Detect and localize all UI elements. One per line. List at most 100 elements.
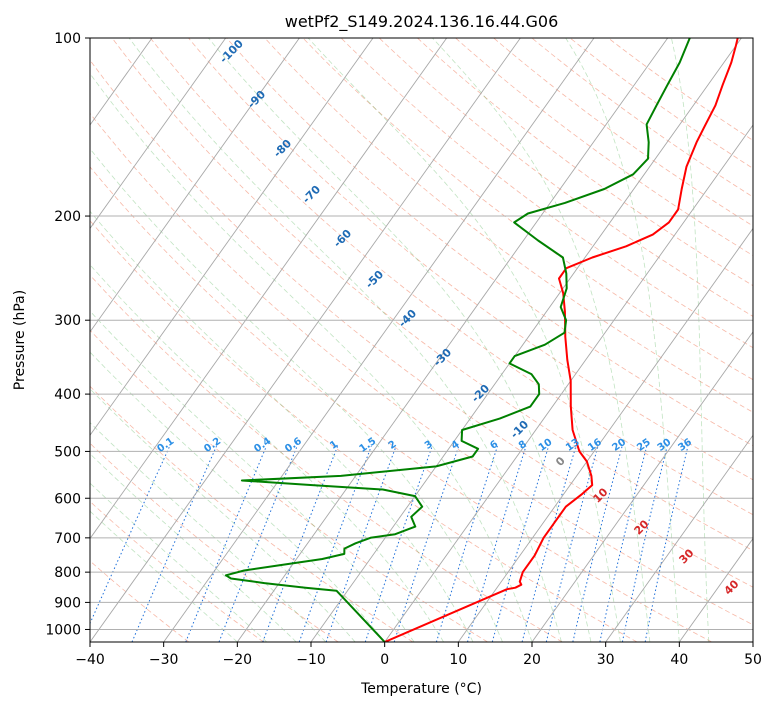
temperature-profile [384,38,739,642]
mixing-ratio-line [185,446,267,642]
moist-adiabat-line [208,38,592,642]
dry-adiabat-label: -10 [508,418,531,441]
dry-adiabat-line [417,38,753,287]
moist-adiabat-line [90,388,356,642]
plot-frame [89,37,754,643]
dry-adiabat-line [264,38,753,413]
moist-adiabat-line [90,310,415,642]
dry-adiabat-line [149,38,753,516]
isotherm-line [310,38,742,642]
x-tick-label: −20 [223,652,253,668]
y-tick-label: 500 [54,444,81,460]
moist-adiabat-label: 0 [553,454,568,469]
moist-adiabat-label: 10 [591,485,611,505]
y-tick-label: 700 [54,531,81,547]
mixing-ratio-line [644,446,689,642]
mixing-ratio-line [572,446,623,642]
x-tick-label: −30 [149,652,179,668]
mixing-ratio-line [393,446,460,642]
y-tick-label: 900 [54,595,81,611]
y-tick-label: 300 [54,313,81,329]
isotherm-line [0,38,5,642]
mixing-ratio-line [262,446,339,642]
mixing-ratio-line [90,445,171,625]
dry-adiabat-line [302,38,753,381]
moist-adiabat-label: 40 [722,577,742,597]
isotherm-line [678,537,753,642]
isotherm-line [457,227,753,642]
mixing-ratio-label: 0.1 [155,436,176,455]
x-axis-label: Temperature (°C) [360,681,482,697]
dry-adiabat-line [90,329,488,642]
dry-adiabat-line [90,166,712,642]
dry-adiabat-line [607,38,753,141]
moist-adiabat-line [90,482,268,642]
x-tick-label: 40 [670,652,688,668]
isotherm-line [163,38,595,642]
dry-adiabat-line [90,274,563,642]
mixing-ratio-line [298,446,372,642]
moist-adiabat-line [671,38,710,642]
moist-adiabat-line [90,453,297,642]
mixing-ratio-line [491,446,550,642]
y-tick-label: 200 [54,209,81,225]
mixing-ratio-line [621,446,668,642]
x-tick-label: 10 [449,652,467,668]
y-tick-label: 800 [54,565,81,581]
dry-adiabat-line [90,500,264,642]
mixing-ratio-label: 4 [449,439,461,452]
x-tick-label: −40 [75,652,105,668]
moist-adiabat-line [90,210,474,642]
mixing-ratio-label: 0.4 [252,436,273,455]
isotherm-line [90,38,374,437]
dry-adiabat-line [569,38,753,169]
dry-adiabat-line [90,442,339,642]
mixing-ratio-line [599,446,648,642]
isotherm-line [90,38,300,333]
moist-adiabat-line [90,148,503,642]
isotherm-line [531,331,753,642]
dry-adiabat-line [340,38,753,349]
y-tick-label: 1000 [45,622,81,638]
mixing-ratio-label: 6 [488,439,500,452]
mixing-ratio-label: 3 [423,439,435,452]
moist-adiabat-line [90,351,386,642]
isotherm-line [605,434,753,642]
isotherm-line [90,38,521,642]
dry-adiabat-line [455,38,753,257]
mixing-ratio-label: 2 [387,439,399,452]
moist-adiabat-label: 30 [677,546,697,566]
isotherm-line [90,38,227,230]
x-tick-label: −10 [296,652,326,668]
moist-adiabat-line [90,72,533,642]
dry-adiabat-line [90,385,414,642]
chart-title: wetPf2_S149.2024.136.16.44.G06 [285,12,559,32]
moist-adiabat-line [90,264,444,642]
mixing-ratio-line [364,446,433,642]
dry-adiabat-label: -100 [217,37,246,66]
x-tick-label: 0 [380,652,389,668]
moist-adiabat-line [307,38,621,642]
mixing-ratio-line [435,446,498,642]
y-axis-label: Pressure (hPa) [12,290,28,390]
moist-adiabat-line [90,510,238,642]
y-tick-label: 600 [54,491,81,507]
dry-adiabat-line [90,220,638,642]
isotherm-line [90,38,448,540]
x-tick-label: 20 [523,652,541,668]
mixing-ratio-line [467,446,527,642]
dry-adiabat-line [493,38,753,227]
dry-adiabat-label: -40 [396,307,419,330]
y-tick-label: 100 [54,31,81,47]
dry-adiabat-label: -90 [245,88,268,111]
moist-adiabat-line [128,38,562,642]
isotherm-line [752,641,753,642]
dry-adiabat-line [531,38,753,198]
x-tick-label: 30 [597,652,615,668]
dry-adiabat-line [90,59,753,588]
dry-adiabat-line [111,38,753,551]
dry-adiabat-label: -80 [271,137,294,160]
dry-adiabat-line [379,38,753,317]
moist-adiabat-line [90,422,326,642]
